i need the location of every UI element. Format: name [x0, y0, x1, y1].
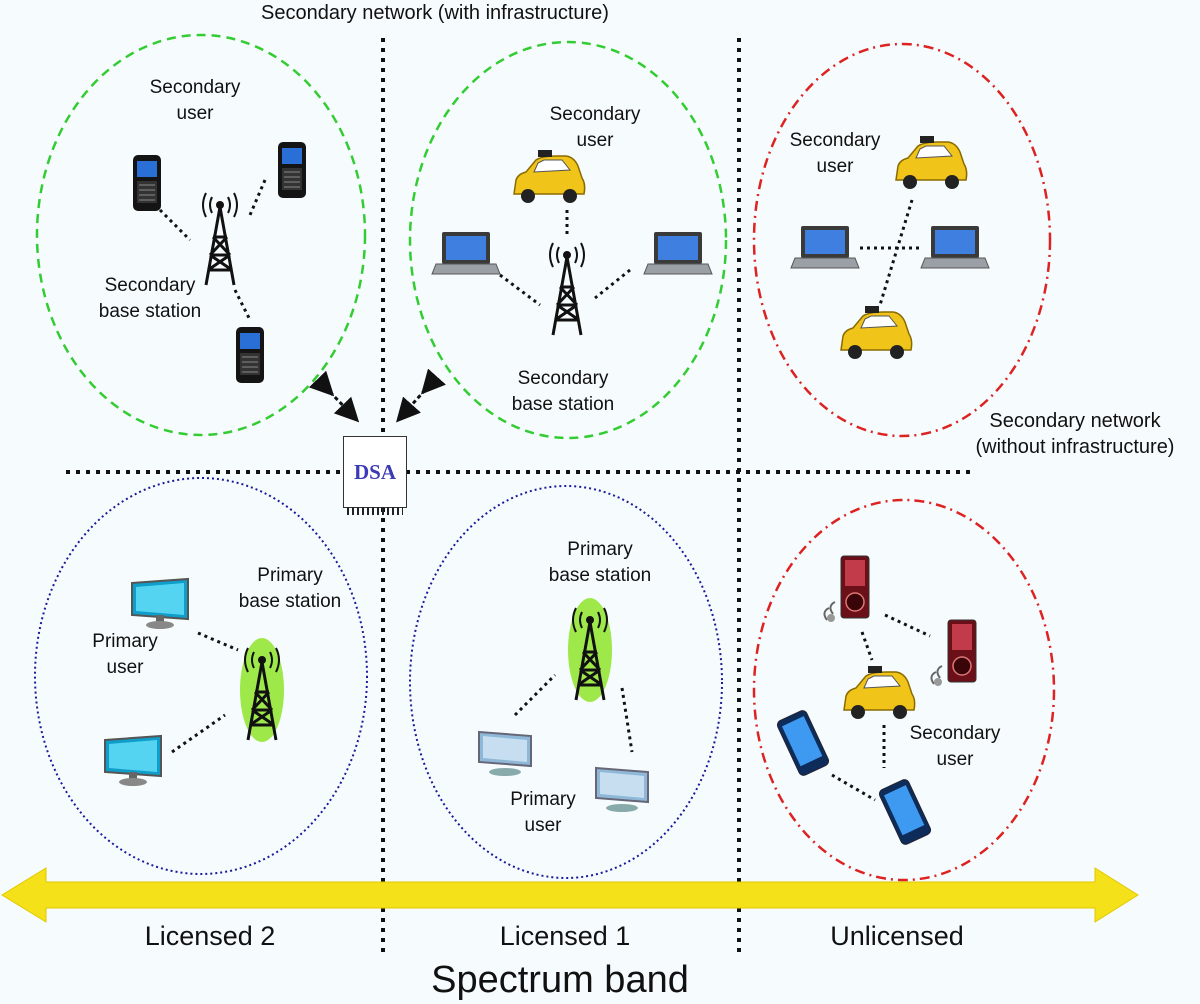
- primary-network-licensed2: [34, 477, 368, 875]
- band-unlicensed: Unlicensed: [830, 921, 964, 951]
- band-licensed-2: Licensed 2: [144, 921, 276, 951]
- spectrum-band-label: Spectrum band: [431, 959, 689, 1001]
- tower-icon: [201, 191, 239, 287]
- laptop-icon: [431, 231, 501, 275]
- car-icon: [840, 305, 913, 360]
- secondary-network-licensed2: [35, 33, 367, 437]
- dsa-box: DSA: [343, 436, 407, 515]
- primary-network-licensed1: [409, 485, 723, 879]
- laptop-icon: [920, 225, 990, 269]
- phone-icon: [132, 154, 162, 212]
- dsa-label: DSA: [353, 459, 396, 484]
- secondary-user-label: Secondary user: [909, 723, 1001, 770]
- smartphone-icon: [877, 777, 933, 847]
- dsa-arrow-left: [308, 370, 360, 423]
- diagram-title: Secondary network (with infrastructure): [261, 2, 609, 24]
- phone-icon: [277, 141, 307, 199]
- media-player-icon: [930, 619, 977, 687]
- spectrum-arrow: [1, 867, 1139, 923]
- laptop-icon: [790, 225, 860, 269]
- monitor-icon: [595, 767, 649, 813]
- secondary-base-station-label: Secondary base station: [98, 275, 202, 322]
- secondary-user-label: Secondary user: [549, 104, 641, 151]
- primary-base-station-label: Primary base station: [548, 539, 652, 586]
- links: [158, 179, 931, 802]
- primary-base-station-label: Primary base station: [238, 565, 342, 612]
- phone-icon: [235, 326, 265, 384]
- secondary-network-licensed1: [408, 40, 728, 440]
- secondary-network-unlicensed-top: [752, 42, 1052, 438]
- car-icon: [513, 149, 586, 204]
- primary-user-label: Primary user: [510, 789, 576, 836]
- laptop-icon: [643, 231, 713, 275]
- tower-icon: [548, 241, 586, 337]
- secondary-user-label: Secondary user: [149, 77, 241, 124]
- monitor-icon: [131, 578, 189, 630]
- secondary-network-without-infrastructure-label: Secondary network (without infrastructur…: [975, 410, 1175, 458]
- secondary-network-unlicensed-bottom: [752, 498, 1056, 882]
- smartphone-icon: [775, 708, 831, 778]
- media-player-icon: [823, 555, 870, 623]
- monitor-icon: [478, 731, 532, 777]
- band-licensed-1: Licensed 1: [499, 921, 631, 951]
- secondary-base-station-label: Secondary base station: [511, 368, 615, 415]
- secondary-user-label: Secondary user: [789, 130, 881, 177]
- dsa-arrow-right: [396, 368, 446, 423]
- monitor-icon: [104, 735, 162, 787]
- primary-user-label: Primary user: [92, 631, 158, 678]
- car-icon: [843, 665, 916, 720]
